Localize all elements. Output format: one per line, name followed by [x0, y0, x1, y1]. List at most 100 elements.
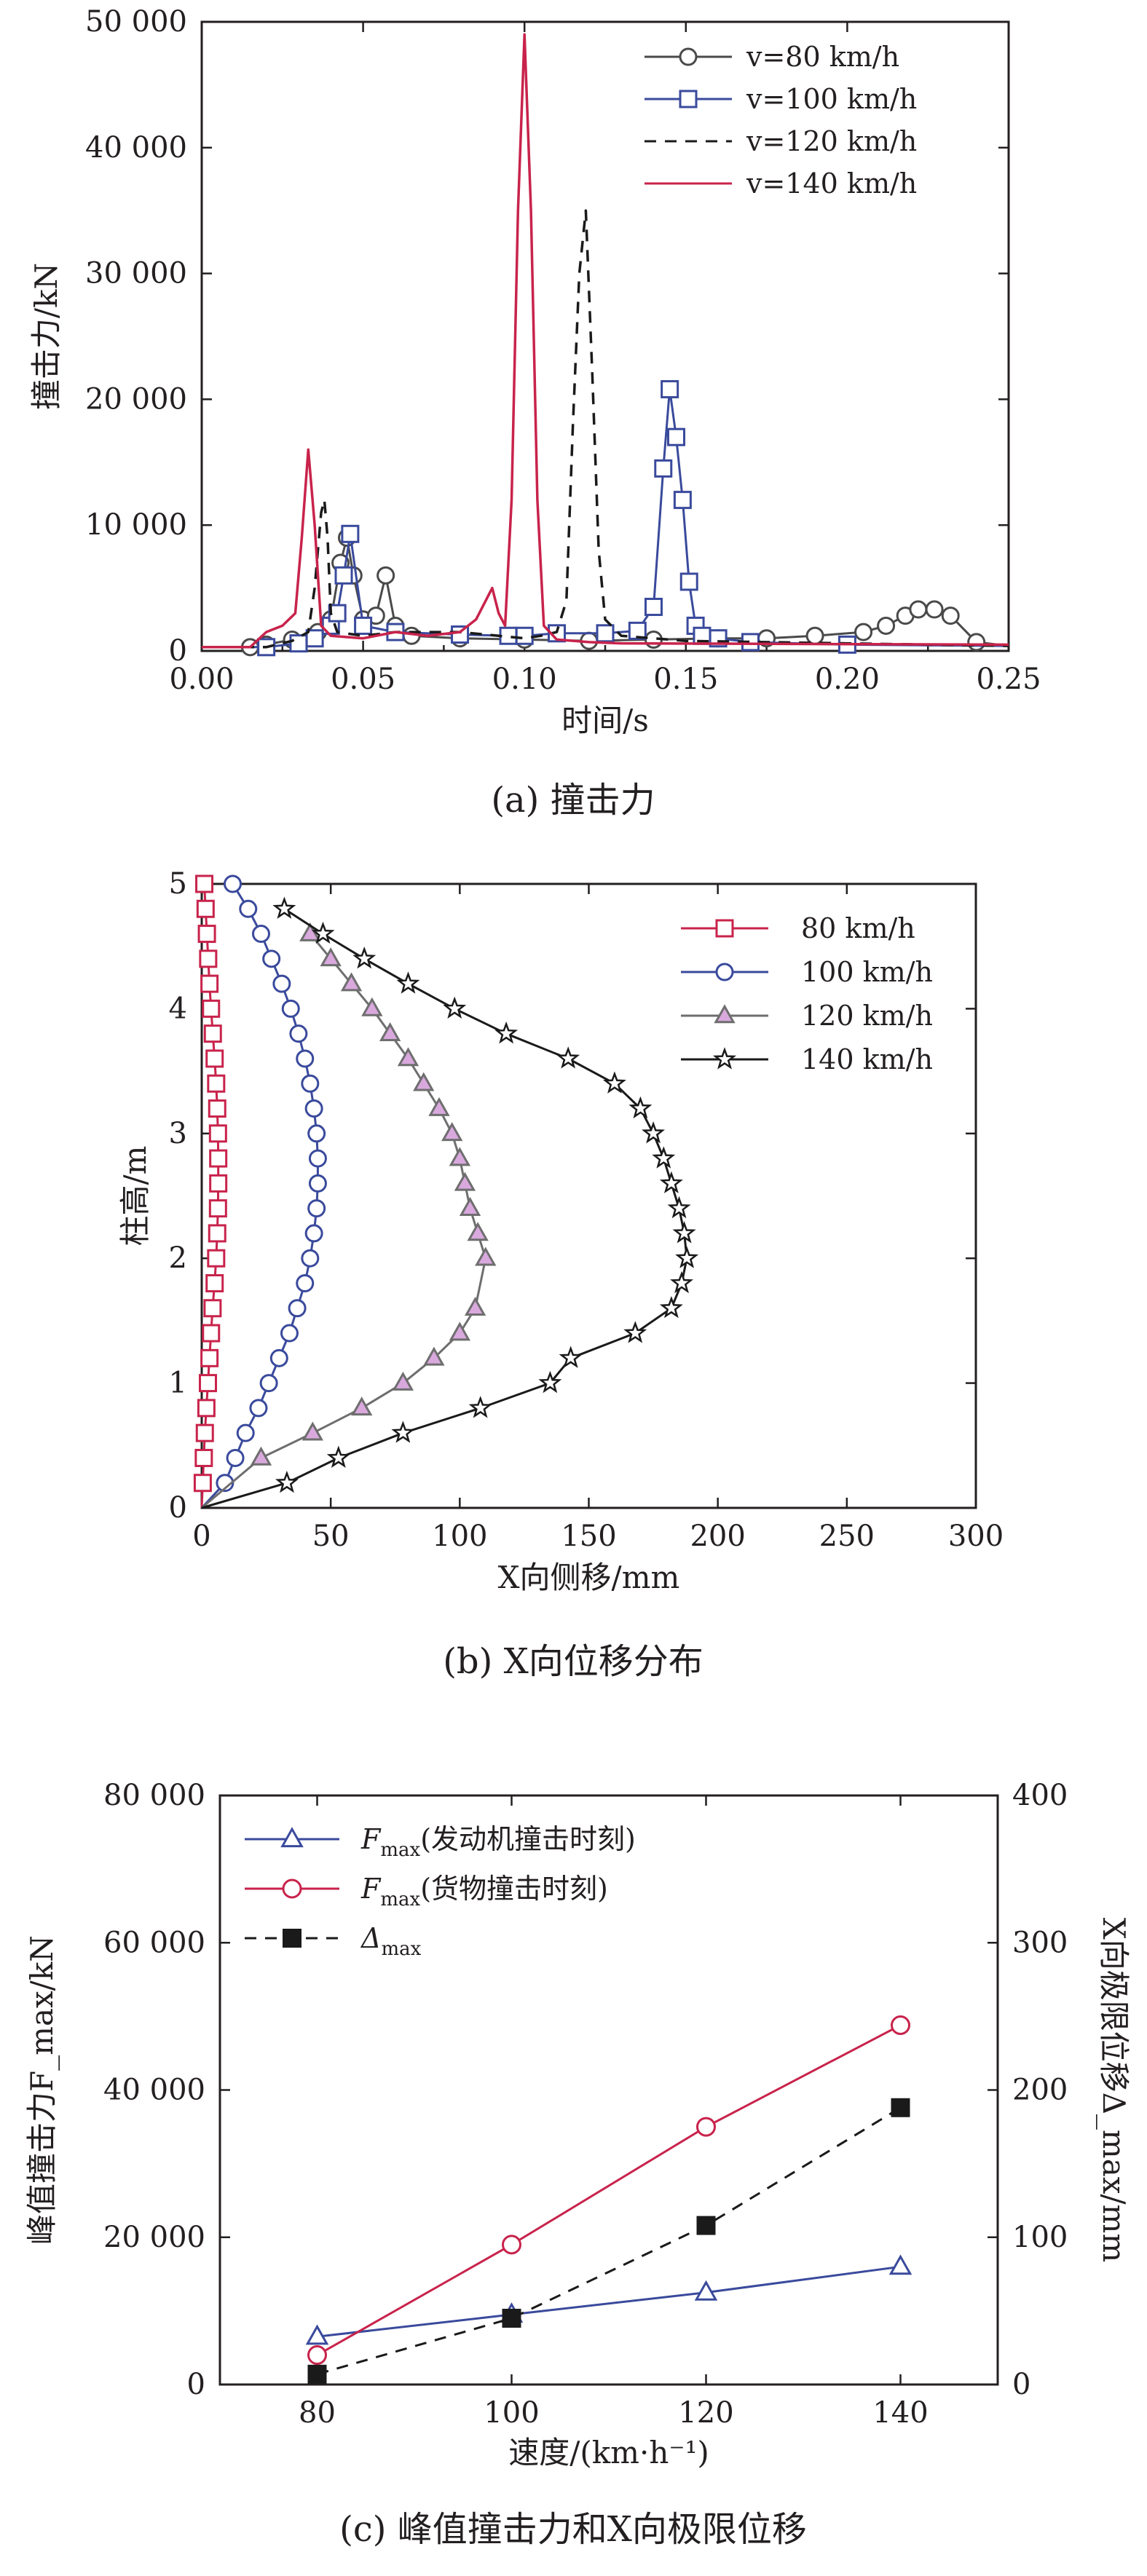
legend-marker: [679, 47, 698, 66]
data-point: [308, 1174, 327, 1193]
legend-label: 100 km/h: [801, 956, 933, 988]
series-line: [201, 908, 688, 1509]
y-right-tick-label: 300: [1012, 1926, 1068, 1959]
data-point: [281, 999, 300, 1018]
y-tick-label: 2: [169, 1241, 187, 1275]
data-point: [307, 1124, 326, 1143]
x-tick-label: 80: [299, 2396, 336, 2430]
data-point: [672, 1221, 696, 1244]
y-axis-title: 柱高/m: [117, 1146, 153, 1246]
data-point: [194, 1448, 213, 1467]
data-point: [694, 2280, 718, 2301]
data-point: [675, 1246, 699, 1268]
legend-label: v=140 km/h: [746, 167, 917, 199]
data-point: [289, 634, 308, 653]
legend-marker: [715, 963, 734, 981]
y-tick-label: 40 000: [85, 131, 187, 165]
data-point: [202, 999, 221, 1018]
data-point: [499, 626, 518, 645]
data-point: [891, 2015, 910, 2036]
data-point: [696, 2216, 716, 2235]
y-tick-label: 4: [169, 992, 187, 1025]
y-tick-label: 30 000: [85, 257, 187, 291]
x-axis-title: 速度/(km·h⁻¹): [508, 2435, 709, 2470]
data-point: [203, 1024, 222, 1043]
caption-c: (c) 峰值撞击力和X向极限位移: [339, 2509, 807, 2550]
data-point: [311, 921, 335, 944]
data-point: [628, 621, 647, 640]
y-right-tick-label: 400: [1012, 1779, 1068, 1812]
data-point: [209, 1174, 228, 1193]
data-point: [673, 491, 692, 510]
legend-marker: [714, 1004, 736, 1024]
data-point: [679, 572, 698, 591]
y-tick-label: 0: [169, 634, 187, 668]
legend-label: v=100 km/h: [746, 83, 917, 115]
x-tick-label: 0.20: [815, 663, 880, 696]
x-tick-label: 0.25: [976, 663, 1041, 696]
data-point: [275, 1470, 299, 1493]
data-point: [208, 1124, 227, 1143]
data-point: [203, 1299, 222, 1318]
data-point: [296, 1273, 315, 1292]
data-point: [941, 607, 960, 625]
data-point: [305, 629, 324, 648]
data-point: [272, 896, 296, 919]
y-left-tick-label: 80 000: [103, 1779, 205, 1812]
y-tick-label: 10 000: [85, 508, 187, 542]
data-point: [556, 1046, 580, 1069]
y-tick-label: 3: [169, 1117, 187, 1150]
chart-a: 0.00 0.05 0.10 0.15 0.20 0.25 0 10 000 20 000 30 …: [28, 5, 1041, 821]
data-point: [454, 1172, 476, 1191]
series-2: [307, 2098, 910, 2384]
x-tick-label: 300: [948, 1520, 1004, 1553]
series-2: [202, 209, 1009, 649]
data-point: [307, 2345, 327, 2366]
x-tick-label: 0.15: [653, 663, 718, 696]
data-point: [200, 1348, 219, 1367]
data-point: [515, 626, 534, 645]
data-point: [891, 2098, 910, 2117]
data-point: [351, 1396, 373, 1416]
data-point: [696, 2117, 716, 2137]
data-point: [226, 1448, 245, 1467]
data-point: [644, 598, 663, 617]
data-point: [396, 971, 420, 994]
series-1: [202, 380, 1009, 657]
data-point: [502, 2308, 521, 2328]
y-left-tick-label: 20 000: [103, 2221, 205, 2254]
data-point: [193, 1474, 212, 1493]
data-point: [305, 2324, 329, 2345]
legend-label: 120 km/h: [801, 1000, 933, 1032]
data-point: [288, 1299, 307, 1318]
data-point: [502, 2235, 521, 2255]
x-tick-label: 0.10: [492, 663, 557, 696]
data-point: [628, 1096, 653, 1119]
data-point: [659, 1295, 683, 1319]
data-point: [200, 974, 219, 993]
data-point: [195, 874, 214, 893]
data-point: [197, 925, 216, 944]
data-point: [262, 949, 281, 968]
y-right-tick-label: 200: [1012, 2074, 1068, 2107]
legend-marker: [715, 919, 734, 938]
data-point: [239, 899, 258, 918]
chart-b: 0 50 100 150 200 250 300 0 1 2 3 4 5 X向侧移/mm 柱高/m 80 km…: [117, 867, 1004, 1682]
series-1: [307, 2015, 910, 2366]
legend-label: Fmax(发动机撞击时刻): [360, 1823, 636, 1861]
data-point: [208, 1099, 226, 1118]
series-0: [193, 874, 228, 1509]
series-3: [201, 896, 699, 1509]
data-point: [623, 1321, 647, 1343]
legend-label: Fmax(货物撞击时刻): [360, 1873, 608, 1911]
x-tick-label: 150: [561, 1520, 616, 1553]
data-point: [196, 899, 215, 918]
y-tick-label: 50 000: [85, 5, 187, 39]
data-point: [341, 524, 360, 543]
data-point: [328, 604, 347, 623]
data-point: [250, 1446, 272, 1466]
x-tick-label: 140: [872, 2396, 928, 2430]
data-point: [888, 2254, 913, 2275]
data-point: [667, 1196, 691, 1219]
series-line: [202, 388, 1009, 649]
